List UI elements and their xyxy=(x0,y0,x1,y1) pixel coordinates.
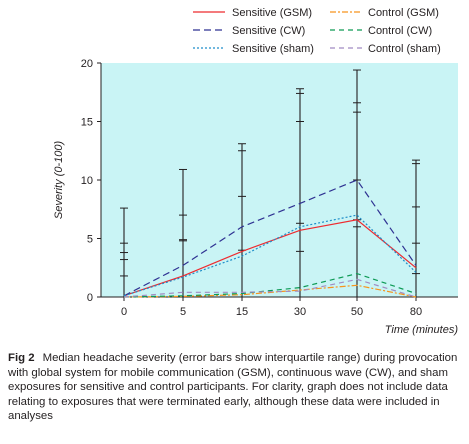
x-tick-label: 0 xyxy=(121,306,127,318)
series-line xyxy=(123,179,417,297)
x-tick-label: 15 xyxy=(236,306,248,318)
legend-label: Control (GSM) xyxy=(368,7,439,19)
error-bars xyxy=(120,69,420,298)
y-tick-label: 15 xyxy=(81,117,93,129)
legend: Sensitive (GSM) Control (GSM) Sensitive (C… xyxy=(193,7,441,55)
headache-severity-chart: 0 5 10 15 20 0 5 15 30 50 80 Sensitive (GSM) Contro… xyxy=(53,7,459,336)
plot-area xyxy=(101,63,458,297)
x-tick-label: 50 xyxy=(351,306,363,318)
series-line xyxy=(123,278,417,298)
legend-label: Sensitive (CW) xyxy=(232,25,305,37)
legend-label: Sensitive (GSM) xyxy=(232,7,312,19)
legend-label: Control (CW) xyxy=(368,25,432,37)
series-line xyxy=(123,272,417,298)
x-tick-label: 80 xyxy=(410,306,422,318)
x-tick-label: 30 xyxy=(294,306,306,318)
y-tick-label: 0 xyxy=(87,292,93,304)
series-lines xyxy=(123,179,417,298)
y-tick-label: 5 xyxy=(87,234,93,246)
caption-text: Median headache severity (error bars sho… xyxy=(8,352,458,423)
legend-label: Control (sham) xyxy=(368,43,441,55)
y-tick-label: 20 xyxy=(81,58,93,70)
figure-label: Fig 2 xyxy=(8,352,35,364)
figure-caption: Fig 2 Median headache severity (error bar… xyxy=(8,351,464,424)
legend-label: Sensitive (sham) xyxy=(232,43,314,55)
series-line xyxy=(123,214,417,297)
x-axis-title: Time (minutes) xyxy=(385,324,459,336)
y-tick-label: 10 xyxy=(81,175,93,187)
x-tick-label: 5 xyxy=(180,306,186,318)
y-axis-title: Severity (0-100) xyxy=(53,141,65,220)
